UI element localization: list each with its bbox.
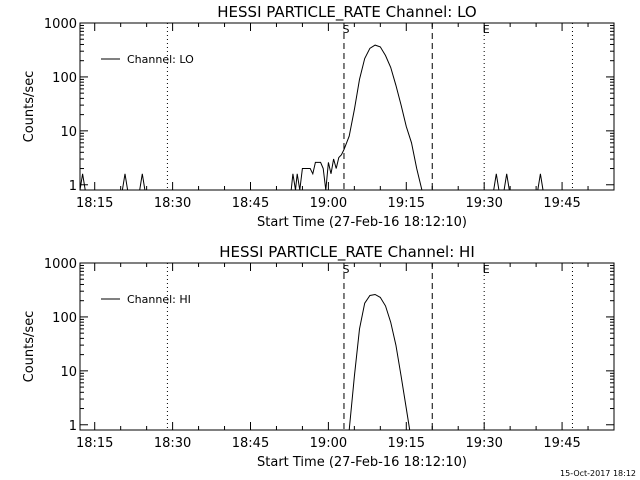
y-axis-label: Counts/sec [22, 311, 37, 383]
x-tick-label: 19:00 [310, 436, 347, 451]
x-tick-label: 19:15 [388, 436, 425, 451]
x-tick-label: 19:30 [465, 196, 502, 211]
plot-frame [79, 22, 615, 191]
x-tick-label: 18:15 [76, 196, 113, 211]
chart-title: HESSI PARTICLE_RATE Channel: LO [217, 3, 476, 22]
chart-panel-2: HESSI PARTICLE_RATE Channel: HI Start Tim… [22, 243, 615, 470]
x-tick-label: 19:15 [388, 196, 425, 211]
marker-label: E [483, 23, 490, 36]
series-line [79, 44, 544, 191]
x-tick-label: 19:45 [543, 196, 580, 211]
y-tick-label: 10 [60, 125, 77, 140]
y-tick-label: 1 [69, 419, 77, 434]
y-tick-label: 100 [52, 71, 77, 86]
chart-title: HESSI PARTICLE_RATE Channel: HI [219, 243, 475, 262]
y-tick-label: 1000 [44, 17, 77, 32]
x-tick-label: 19:30 [465, 436, 502, 451]
marker-label: E [483, 263, 490, 276]
marker-label: S [342, 263, 349, 276]
y-tick-label: 10 [60, 365, 77, 380]
x-axis-label: Start Time (27-Feb-16 18:12:10) [257, 455, 467, 470]
x-tick-label: 19:45 [543, 436, 580, 451]
legend-label: Channel: HI [127, 293, 191, 306]
y-tick-label: 1 [69, 179, 77, 194]
series-line [348, 293, 411, 431]
legend-label: Channel: LO [127, 53, 194, 66]
y-axis-label: Counts/sec [22, 71, 37, 143]
y-tick-label: 100 [52, 311, 77, 326]
x-axis-label: Start Time (27-Feb-16 18:12:10) [257, 215, 467, 230]
marker-label: S [342, 23, 349, 36]
timestamp-stamp: 15-Oct-2017 18:12 [560, 469, 636, 478]
plot-frame [79, 262, 615, 431]
x-tick-label: 18:30 [154, 436, 191, 451]
chart-panel-1: HESSI PARTICLE_RATE Channel: LO Start Tim… [22, 3, 615, 230]
x-tick-label: 18:15 [76, 436, 113, 451]
y-tick-label: 1000 [44, 257, 77, 272]
x-tick-label: 18:45 [232, 196, 269, 211]
x-tick-label: 19:00 [310, 196, 347, 211]
x-tick-label: 18:45 [232, 436, 269, 451]
x-tick-label: 18:30 [154, 196, 191, 211]
